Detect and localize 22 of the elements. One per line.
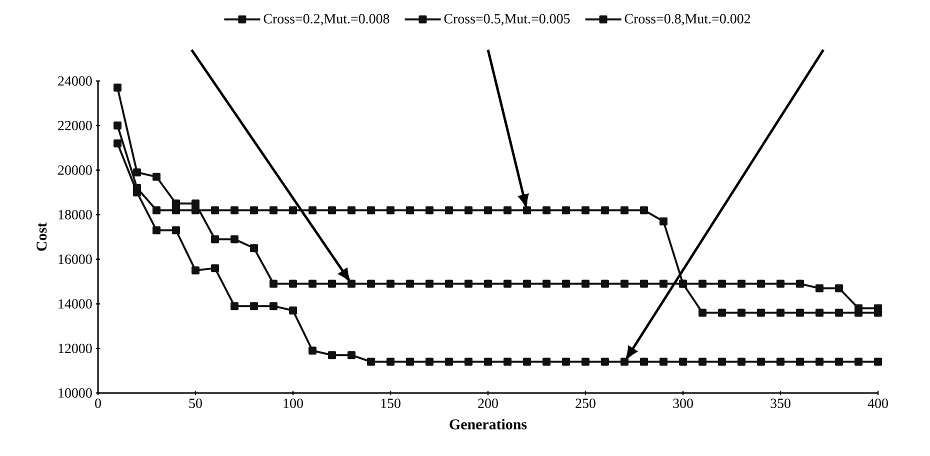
x-tick-label: 300 bbox=[673, 398, 693, 408]
y-tick-label: 12000 bbox=[58, 344, 92, 354]
legend-label: Cross=0.5,Mut.=0.005 bbox=[444, 14, 570, 26]
x-tick-label: 350 bbox=[770, 398, 790, 408]
x-tick-label: 250 bbox=[576, 398, 596, 408]
y-tick-label: 10000 bbox=[58, 388, 92, 398]
y-tick-label: 18000 bbox=[58, 210, 92, 220]
legend-label: Cross=0.8,Mut.=0.002 bbox=[624, 14, 750, 26]
y-tick-label: 16000 bbox=[58, 254, 92, 264]
y-tick-label: 24000 bbox=[58, 76, 92, 86]
y-tick-label: 22000 bbox=[58, 120, 92, 130]
y-axis-title: Cost bbox=[36, 222, 47, 251]
x-tick-label: 150 bbox=[381, 398, 400, 408]
x-axis-title: Generations bbox=[450, 418, 527, 430]
x-tick-label: 400 bbox=[868, 398, 888, 408]
x-tick-label: 50 bbox=[189, 398, 202, 408]
y-tick-label: 14000 bbox=[58, 299, 92, 309]
x-tick-label: 200 bbox=[478, 398, 498, 408]
legend-label: Cross=0.2,Mut.=0.008 bbox=[264, 14, 390, 26]
x-tick-label: 100 bbox=[284, 398, 303, 408]
y-tick-label: 20000 bbox=[58, 165, 92, 175]
x-tick-label: 0 bbox=[95, 398, 101, 408]
